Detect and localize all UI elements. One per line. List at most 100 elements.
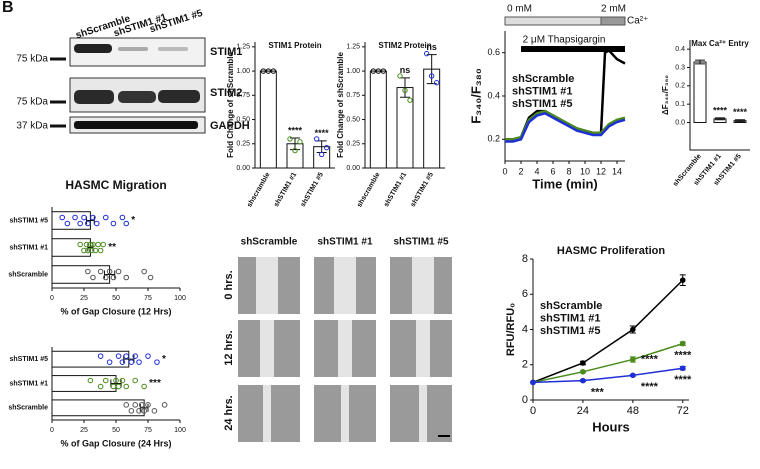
chart-title: STIM2 Protein <box>378 41 431 50</box>
drug-bar <box>521 46 625 52</box>
point <box>375 68 382 74</box>
point <box>115 268 122 275</box>
point <box>94 220 100 227</box>
x-tick-label: 0 <box>50 295 54 302</box>
y-tick-label: 1.25 <box>236 44 250 51</box>
y-tick-label: shSTIM1 #5 <box>9 217 48 224</box>
y-tick-label: 0.2 <box>675 83 685 90</box>
point <box>270 68 277 74</box>
x-tick-label: 0 <box>502 166 507 176</box>
y-tick-label: 0.50 <box>236 116 250 123</box>
point <box>147 274 154 281</box>
annotation: ns <box>400 65 411 75</box>
y-tick-label: 0.50 <box>346 116 360 123</box>
band <box>74 90 114 104</box>
x-tick-label: 24 <box>577 405 589 417</box>
image-gap <box>256 257 278 314</box>
point <box>81 214 87 221</box>
y-tick-label: 4 <box>522 323 528 335</box>
point <box>100 241 106 248</box>
point <box>97 247 104 254</box>
y-tick-label: shSTIM1 #5 <box>9 356 48 363</box>
point <box>77 241 83 248</box>
image-gap <box>416 320 430 377</box>
y-tick-label: 1.00 <box>236 68 250 75</box>
point <box>265 68 272 74</box>
x-tick-label: 10 <box>580 166 590 176</box>
point <box>64 220 71 227</box>
image-gap <box>419 385 427 442</box>
x-tick-label: 25 <box>80 295 88 302</box>
point <box>136 408 142 414</box>
protein-label: STIM1 <box>210 46 242 58</box>
point <box>123 383 130 390</box>
marker <box>679 340 686 347</box>
point <box>97 383 104 390</box>
x-tick-label: shSTIM1 #1 <box>273 171 298 208</box>
point <box>323 144 330 151</box>
point <box>87 241 94 248</box>
x-axis-label: Time (min) <box>532 176 598 191</box>
protocol-label: 2 mM <box>601 4 626 15</box>
y-tick-label: 6 <box>522 288 528 300</box>
protein-label: STIM2 <box>210 87 242 99</box>
bar <box>51 238 91 257</box>
x-tick-label: 4 <box>534 166 539 176</box>
band <box>118 47 148 51</box>
point <box>132 353 138 359</box>
point <box>287 136 293 142</box>
point <box>297 139 303 145</box>
y-axis-label: ΔF₃₄₀/F₃₈₀ <box>661 75 670 115</box>
point <box>423 50 430 57</box>
y-axis-label: Fold Change of shScramble <box>336 52 345 158</box>
point <box>141 268 147 275</box>
y-tick-label: shSTIM1 #1 <box>9 244 48 251</box>
point <box>72 214 78 221</box>
point <box>119 377 126 384</box>
x-tick-label: 72 <box>677 405 689 417</box>
point <box>433 80 440 86</box>
marker <box>630 326 636 333</box>
y-tick-label: 1.00 <box>346 68 360 75</box>
western-blot: 75 kDa 75 kDa 37 kDa STIM1 STIM2 GAPDH s… <box>16 8 250 134</box>
point <box>313 136 320 142</box>
x-tick-label: 50 <box>112 295 120 302</box>
chart-title: HASMC Migration <box>65 178 166 192</box>
image-gap <box>260 320 274 377</box>
point <box>102 377 109 384</box>
point <box>87 377 94 384</box>
point <box>90 241 96 248</box>
annotation: ns <box>426 42 437 52</box>
point <box>115 383 122 390</box>
y-tick-label: 0.0 <box>675 119 685 126</box>
point <box>407 97 413 103</box>
x-tick-label: 48 <box>627 405 639 417</box>
point <box>128 359 135 365</box>
y-tick-label: 0.4 <box>675 46 685 53</box>
y-axis-label: RFU/RFU₀ <box>505 303 517 356</box>
y-tick-label: 0 <box>522 394 528 406</box>
x-tick-label: 14 <box>612 166 622 176</box>
lane-label: shSTIM1 #5 <box>148 8 204 36</box>
point <box>77 220 83 227</box>
point <box>136 359 142 365</box>
x-tick-label: 25 <box>80 427 88 434</box>
x-tick-label: 75 <box>144 295 152 302</box>
point <box>119 359 126 365</box>
image-gap <box>341 385 349 442</box>
point <box>115 353 122 359</box>
series-line <box>532 367 683 384</box>
point <box>292 147 298 154</box>
error-bar <box>695 59 705 65</box>
y-tick-label: 0.25 <box>346 141 360 148</box>
marker-label: 75 kDa <box>16 97 48 108</box>
point <box>59 214 66 221</box>
error-bar <box>139 403 149 412</box>
x-tick-label: 0 <box>530 405 536 417</box>
scratch-images: shScramble shSTIM1 #1 shSTIM1 #5 0 hrs. 12 h… <box>223 237 452 442</box>
band <box>158 47 188 51</box>
protocol-label: Ca²⁺ <box>627 16 648 27</box>
annotation: * <box>131 215 135 226</box>
marker-label: 37 kDa <box>16 121 48 132</box>
